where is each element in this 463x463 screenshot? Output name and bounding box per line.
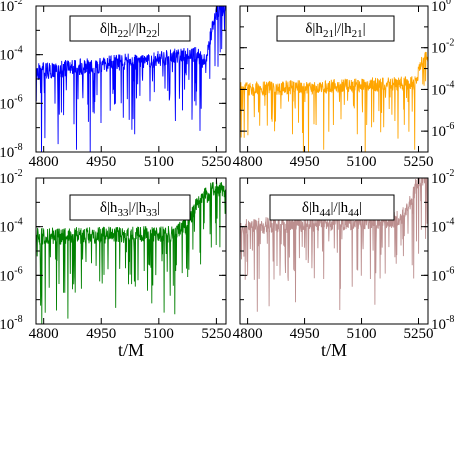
y-tick-label: 10-2 — [431, 38, 454, 57]
plot-frame — [239, 5, 429, 153]
y-tick-label: 100 — [431, 0, 451, 15]
x-tick-label: 4950 — [290, 154, 320, 170]
data-series-h33 — [36, 180, 226, 324]
y-tick-label: 10-8 — [431, 314, 454, 333]
y-tick-label: 10-4 — [431, 79, 454, 98]
x-tick-label: 5100 — [347, 326, 377, 342]
y-tick-label: 10-2 — [0, 168, 23, 187]
chart-panel-h33: 4800 4950 5100 5250 10-2 10-4 10-6 10-8 δ|h33|/|… — [0, 168, 231, 360]
legend-label: δ|h33|/|h33| — [100, 200, 160, 219]
y-tick-label: 10-8 — [0, 314, 23, 333]
y-tick-label: 10-4 — [0, 45, 23, 64]
y-tick-label: 10-6 — [0, 93, 23, 112]
data-series-h21 — [240, 51, 428, 152]
y-tick-label: 10-6 — [431, 265, 454, 284]
legend-box — [69, 15, 191, 42]
x-tick-label: 5100 — [347, 154, 377, 170]
legend-label: δ|h44|/|h44| — [302, 200, 362, 219]
legend-box — [69, 194, 191, 221]
x-tick-label: 4800 — [29, 326, 59, 342]
x-tick-label: 4950 — [86, 154, 116, 170]
legend-label: δ|h21|/|h21| — [305, 21, 365, 40]
data-series-h44 — [240, 178, 428, 312]
y-tick-label: 10-8 — [0, 142, 23, 161]
legend-label: δ|h22|/|h22| — [100, 21, 160, 40]
x-tick-label: 5250 — [201, 326, 231, 342]
y-tick-label: 10-6 — [431, 121, 454, 140]
x-axis-label: t/M — [118, 340, 144, 360]
x-tick-label: 4800 — [29, 154, 59, 170]
legend-box — [269, 194, 395, 221]
chart-panel-h44: 4800 4950 5100 5250 10-2 10-4 10-6 10-8 δ|h44|/|… — [233, 168, 455, 360]
x-tick-label: 5250 — [201, 154, 231, 170]
x-tick-label: 5250 — [404, 326, 434, 342]
data-series-h22 — [36, 6, 226, 152]
x-tick-label: 5100 — [144, 326, 174, 342]
x-tick-label: 5250 — [404, 154, 434, 170]
x-axis-label: t/M — [321, 340, 347, 360]
legend-box — [276, 15, 395, 42]
x-tick-label: 5100 — [144, 154, 174, 170]
y-tick-label: 10-4 — [431, 217, 454, 236]
y-tick-label: 10-6 — [0, 265, 23, 284]
y-tick-label: 10-4 — [0, 217, 23, 236]
x-tick-label: 4800 — [233, 154, 263, 170]
y-tick-label: 10-2 — [431, 168, 454, 187]
x-tick-label: 4950 — [290, 326, 320, 342]
chart-panel-h21: 4800 4950 5100 5250 100 10-2 10-4 10-6 δ|h21|/|h… — [233, 0, 455, 170]
x-tick-label: 4950 — [86, 326, 116, 342]
x-tick-label: 4800 — [233, 326, 263, 342]
chart-panel-h22: 4800 4950 5100 5250 10-2 10-4 10-6 10-8 δ|h22|/|… — [0, 0, 231, 170]
y-tick-label: 10-2 — [0, 0, 23, 15]
